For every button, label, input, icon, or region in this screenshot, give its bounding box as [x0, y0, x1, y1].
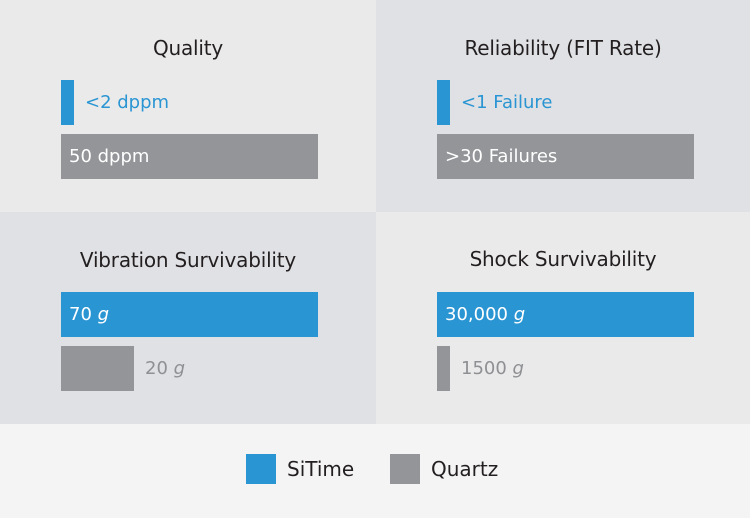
panel-title-vibration: Vibration Survivability: [79, 248, 297, 272]
bar-label-shock-quartz: 1500 g: [461, 358, 524, 379]
legend-swatch-quartz: [390, 454, 420, 484]
bar-quality-sitime: [61, 80, 74, 125]
bar-vibration-sitime: [61, 292, 318, 337]
bar-label-reliability-sitime: <1 Failure: [461, 92, 553, 113]
panel-title-quality: Quality: [152, 36, 224, 60]
bar-label-reliability-quartz: >30 Failures: [445, 146, 558, 167]
bar-reliability-quartz: [437, 134, 694, 179]
bar-label-shock-sitime: 30,000 g: [445, 304, 526, 325]
bar-shock-quartz: [437, 346, 450, 391]
panel-shock: Shock Survivability 30,000 g 1500 g: [376, 212, 750, 424]
bar-label-quality-quartz: 50 dppm: [69, 146, 150, 167]
legend-label-quartz: Quartz: [431, 457, 499, 481]
panel-title-reliability: Reliability (FIT Rate): [464, 36, 662, 60]
bar-label-vibration-quartz: 20 g: [145, 358, 186, 379]
bar-quality-quartz: [61, 134, 318, 179]
legend-label-sitime: SiTime: [287, 457, 355, 481]
bar-reliability-sitime: [437, 80, 450, 125]
legend-swatch-sitime: [246, 454, 276, 484]
panel-title-shock: Shock Survivability: [469, 247, 657, 271]
panel-vibration: Vibration Survivability 70 g 20 g: [0, 212, 376, 424]
bar-label-vibration-sitime: 70 g: [69, 304, 110, 325]
bar-vibration-quartz: [61, 346, 134, 391]
bar-shock-sitime: [437, 292, 694, 337]
bar-label-quality-sitime: <2 dppm: [85, 92, 170, 113]
panel-reliability: Reliability (FIT Rate) <1 Failure >30 Fail…: [376, 0, 750, 212]
legend: SiTime Quartz: [0, 424, 750, 518]
panel-quality: Quality <2 dppm 50 dppm: [0, 0, 376, 212]
